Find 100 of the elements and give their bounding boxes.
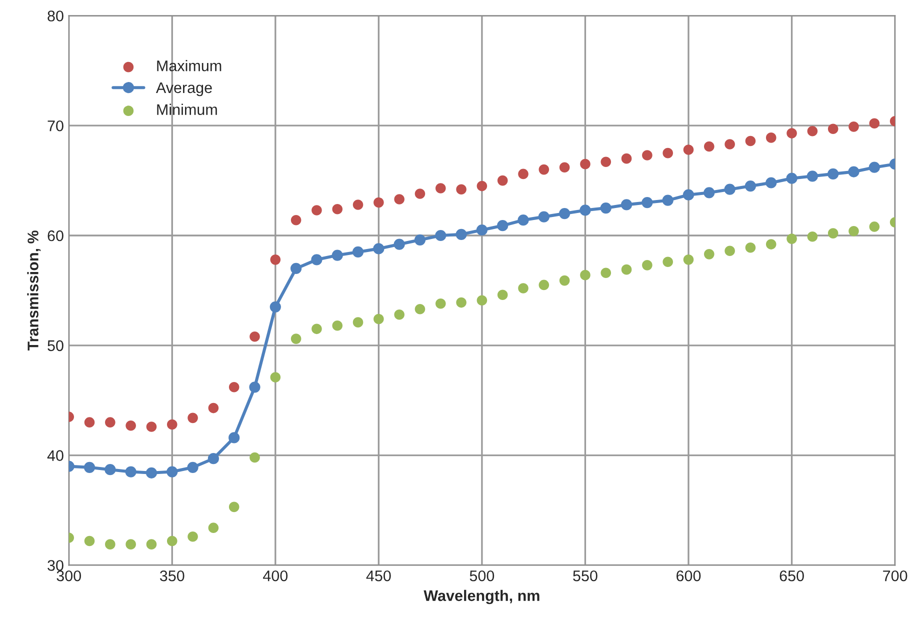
point	[766, 132, 776, 143]
point	[146, 539, 157, 550]
point	[476, 295, 488, 306]
point	[249, 382, 260, 393]
point	[374, 197, 384, 208]
point	[456, 184, 466, 194]
point	[869, 222, 880, 232]
point	[104, 464, 116, 476]
point	[188, 412, 198, 424]
point	[704, 187, 715, 198]
point	[724, 184, 736, 195]
point	[228, 382, 240, 392]
point	[786, 234, 797, 244]
x-tick-label: 350	[160, 570, 184, 582]
point	[848, 122, 859, 132]
point	[621, 264, 632, 275]
point	[766, 177, 777, 188]
point	[828, 168, 839, 180]
point	[828, 124, 838, 134]
point	[538, 211, 550, 222]
point	[869, 118, 880, 129]
point	[476, 224, 488, 236]
point	[497, 290, 508, 300]
point	[745, 136, 756, 146]
point	[290, 262, 302, 274]
point	[352, 317, 364, 328]
point	[518, 168, 528, 180]
point	[642, 196, 653, 208]
point	[146, 422, 157, 432]
point	[208, 522, 219, 533]
legend-label: Average	[156, 82, 212, 96]
point	[807, 126, 818, 136]
point	[414, 304, 426, 314]
point	[683, 144, 694, 155]
point	[166, 466, 178, 478]
point	[704, 249, 714, 260]
y-tick-label: 50	[48, 340, 64, 352]
point	[208, 453, 219, 464]
point	[373, 243, 384, 254]
point	[806, 170, 818, 182]
point	[497, 220, 508, 232]
point	[414, 234, 426, 246]
point	[125, 466, 136, 478]
point	[84, 417, 95, 428]
point	[187, 462, 198, 473]
x-tick-label: 650	[780, 570, 804, 582]
point	[188, 531, 198, 542]
point	[497, 175, 508, 186]
point	[476, 180, 488, 192]
point	[828, 228, 838, 238]
point	[559, 208, 570, 220]
point	[807, 231, 818, 242]
point	[435, 230, 446, 242]
point	[332, 204, 343, 214]
point	[435, 183, 446, 194]
y-tick-label: 60	[48, 230, 64, 242]
point	[126, 420, 136, 431]
point	[580, 270, 590, 280]
y-tick-label: 40	[47, 450, 64, 461]
point	[166, 419, 178, 430]
x-tick-label: 600	[676, 570, 701, 582]
point	[538, 164, 550, 175]
point	[704, 141, 714, 152]
point	[848, 226, 859, 236]
point	[394, 309, 404, 320]
x-tick-label: 550	[573, 570, 598, 582]
point	[600, 156, 612, 168]
x-tick-label: 500	[470, 570, 494, 582]
point	[580, 158, 590, 170]
point	[642, 150, 652, 160]
point	[250, 331, 260, 342]
point	[414, 188, 426, 199]
x-tick-label: 450	[366, 570, 391, 582]
point	[600, 268, 612, 278]
x-tick-label: 400	[263, 570, 288, 582]
y-tick-label: 70	[48, 120, 64, 132]
point	[250, 452, 260, 463]
point	[662, 194, 674, 206]
point	[559, 162, 570, 173]
point	[228, 432, 240, 444]
point	[724, 246, 735, 256]
point	[352, 200, 364, 210]
point	[848, 166, 860, 178]
point	[786, 172, 798, 184]
point	[518, 214, 529, 226]
point	[662, 256, 673, 268]
point	[744, 180, 756, 192]
x-axis-title: Wavelength, nm	[424, 590, 540, 604]
point	[126, 539, 136, 550]
point	[683, 254, 694, 265]
point	[724, 139, 735, 150]
point	[621, 153, 632, 164]
y-tick-label: 80	[48, 10, 64, 22]
point	[312, 324, 322, 334]
point	[312, 205, 322, 216]
x-tick-label: 300	[56, 570, 81, 582]
point	[786, 128, 797, 138]
point	[290, 214, 302, 226]
point	[311, 254, 322, 266]
y-axis-title: Transmission, %	[27, 230, 41, 351]
